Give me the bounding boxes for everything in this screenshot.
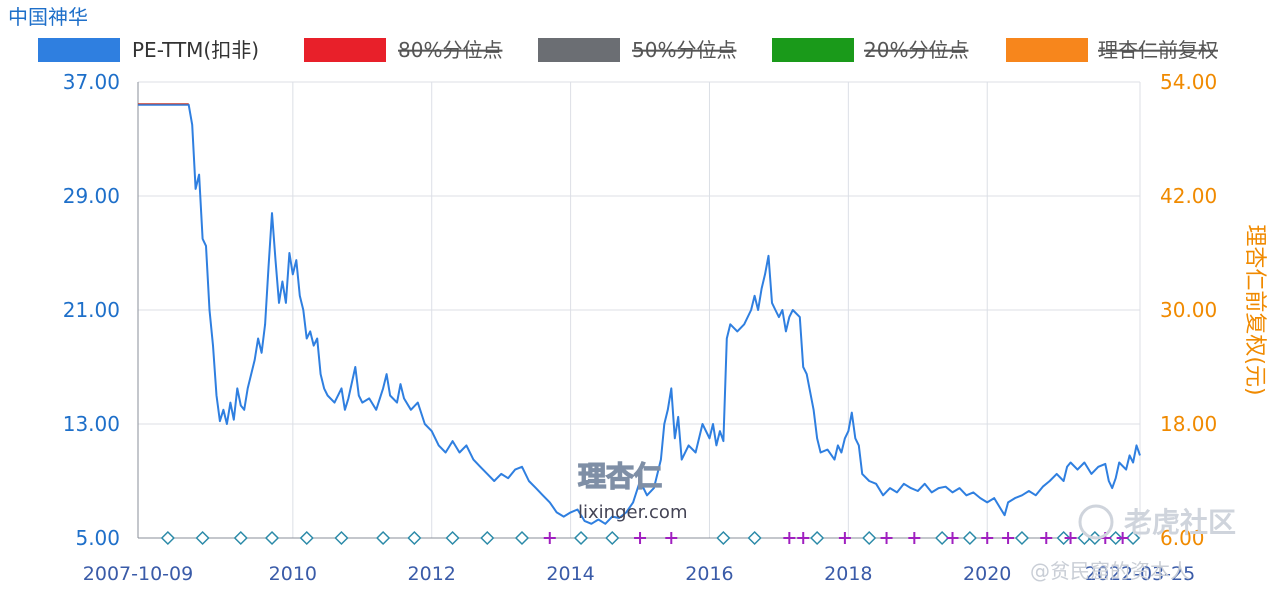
diamond-marker [264, 530, 280, 546]
plus-marker [543, 532, 556, 544]
plus-marker [908, 532, 921, 544]
diamond-marker [160, 530, 175, 546]
legend-label-4[interactable]: 理杏仁前复权 [1098, 38, 1218, 62]
diamond-marker [195, 530, 210, 546]
x-tick-label: 2012 [408, 563, 456, 585]
diamond-marker [747, 530, 762, 546]
plus-marker [783, 532, 796, 544]
diamond-marker [1125, 530, 1141, 546]
diamond-marker [605, 530, 620, 546]
diamond-marker [1108, 530, 1123, 546]
watermark-url: lixinger.com [578, 502, 687, 523]
right-tick-label: 6.00 [1160, 526, 1205, 550]
left-tick-label: 37.00 [63, 70, 120, 94]
legend-label-2[interactable]: 50%分位点 [632, 38, 736, 62]
legend-swatch-1[interactable] [304, 38, 386, 62]
diamond-marker [514, 530, 530, 546]
diamond-marker [1056, 530, 1071, 546]
left-tick-label: 29.00 [63, 184, 120, 208]
plus-marker [880, 532, 893, 544]
diamond-marker [716, 530, 731, 546]
x-tick-label: 2014 [546, 563, 594, 585]
legend-swatch-3[interactable] [772, 38, 854, 62]
event-markers [160, 530, 1141, 546]
right-axis-label: 理杏仁前复权(元) [1242, 224, 1267, 395]
x-tick-label: 2022-03-25 [1085, 563, 1195, 585]
diamond-marker [810, 530, 825, 546]
series-layer [138, 103, 1141, 525]
left-tick-label: 13.00 [63, 412, 120, 436]
diamond-marker [334, 530, 349, 546]
x-tick-label: 2007-10-09 [83, 563, 193, 585]
legend-label-1[interactable]: 80%分位点 [398, 38, 502, 62]
diamond-marker [233, 530, 248, 546]
x-tick-label: 2018 [824, 563, 872, 585]
chart-title: 中国神华 [8, 5, 88, 29]
plus-marker [665, 532, 678, 544]
plus-marker [1064, 532, 1077, 544]
plus-marker [797, 532, 810, 544]
diamond-marker [962, 530, 977, 546]
plus-marker [838, 532, 851, 544]
series-line-pe-ttm [138, 103, 1141, 525]
right-tick-label: 42.00 [1160, 184, 1217, 208]
legend: PE-TTM(扣非) 80%分位点 50%分位点 20%分位点 理杏仁前复权 [38, 38, 1218, 62]
plus-marker [1116, 532, 1129, 544]
diamond-marker [1014, 530, 1030, 546]
watermark-logo-icon [1078, 504, 1114, 540]
watermark-community: 老虎社区 [1124, 506, 1236, 539]
legend-swatch-0[interactable] [38, 38, 120, 62]
right-tick-label: 54.00 [1160, 70, 1217, 94]
diamond-marker [407, 530, 422, 546]
legend-swatch-4[interactable] [1006, 38, 1088, 62]
legend-label-0[interactable]: PE-TTM(扣非) [132, 38, 259, 62]
diamond-marker [480, 530, 495, 546]
plus-marker [634, 532, 647, 544]
right-tick-label: 30.00 [1160, 298, 1217, 322]
right-tick-label: 18.00 [1160, 412, 1217, 436]
plus-marker [1002, 532, 1015, 544]
plus-marker [981, 532, 994, 544]
legend-swatch-2[interactable] [538, 38, 620, 62]
plus-marker [1040, 532, 1053, 544]
diamond-marker [299, 530, 314, 546]
x-tick-label: 2020 [963, 563, 1011, 585]
diamond-marker [862, 530, 877, 546]
diamond-marker [376, 530, 391, 546]
x-tick-label: 2016 [685, 563, 733, 585]
diamond-marker [935, 530, 950, 546]
watermark-logo: 理杏仁 [578, 460, 662, 493]
axis-ticks: 5.00 13.00 21.00 29.00 37.00 6.00 18.00 30.00 42… [63, 70, 1218, 585]
legend-label-3[interactable]: 20%分位点 [864, 38, 968, 62]
left-tick-label: 21.00 [63, 298, 120, 322]
left-tick-label: 5.00 [75, 526, 120, 550]
diamond-marker [573, 530, 589, 546]
grid [137, 81, 1141, 539]
x-tick-label: 2010 [269, 563, 317, 585]
diamond-marker [445, 530, 460, 546]
watermark-author: @贫民窟的资本人 [1030, 559, 1190, 583]
plus-marker [946, 532, 959, 544]
